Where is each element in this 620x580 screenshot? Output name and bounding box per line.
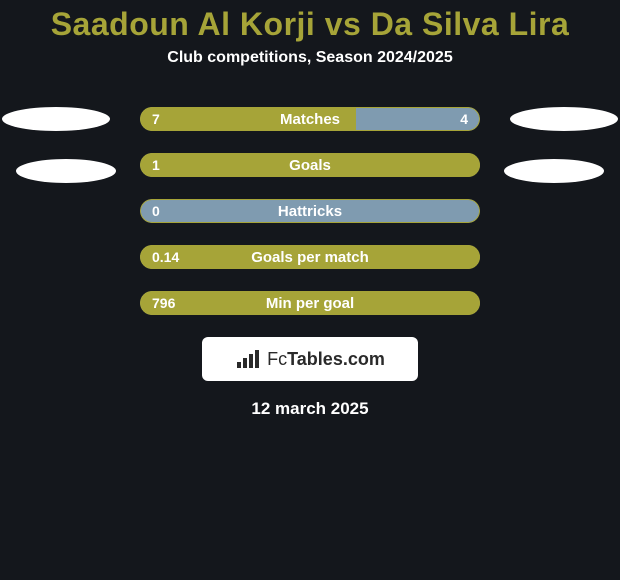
comparison-infographic: Saadoun Al Korji vs Da Silva Lira Club c… [0, 0, 620, 580]
decoration-ellipse [16, 159, 116, 183]
branding-badge: FcTables.com [202, 337, 418, 381]
fctables-icon [235, 348, 263, 370]
page-subtitle: Club competitions, Season 2024/2025 [0, 49, 620, 67]
stat-bar: 74Matches [140, 107, 480, 131]
bar-value-left: 796 [152, 291, 175, 315]
bar-background [140, 199, 480, 223]
branding-suffix: Tables.com [287, 349, 385, 369]
bar-fill [140, 107, 356, 131]
bar-fill [140, 153, 480, 177]
decoration-ellipse [504, 159, 604, 183]
chart-area: 74Matches1Goals0Hattricks0.14Goals per m… [0, 107, 620, 315]
stat-bar: 796Min per goal [140, 291, 480, 315]
bar-value-left: 1 [152, 153, 160, 177]
stat-bar: 1Goals [140, 153, 480, 177]
stat-bars: 74Matches1Goals0Hattricks0.14Goals per m… [140, 107, 480, 315]
page-title: Saadoun Al Korji vs Da Silva Lira [0, 0, 620, 43]
bar-fill [140, 245, 480, 269]
decoration-ellipse [2, 107, 110, 131]
branding-prefix: Fc [267, 349, 287, 369]
bar-value-left: 7 [152, 107, 160, 131]
stat-bar: 0Hattricks [140, 199, 480, 223]
bar-value-right: 4 [460, 107, 468, 131]
bar-fill [140, 291, 480, 315]
bar-value-left: 0.14 [152, 245, 179, 269]
bar-value-left: 0 [152, 199, 160, 223]
decoration-ellipse [510, 107, 618, 131]
stat-bar: 0.14Goals per match [140, 245, 480, 269]
infographic-date: 12 march 2025 [0, 399, 620, 419]
